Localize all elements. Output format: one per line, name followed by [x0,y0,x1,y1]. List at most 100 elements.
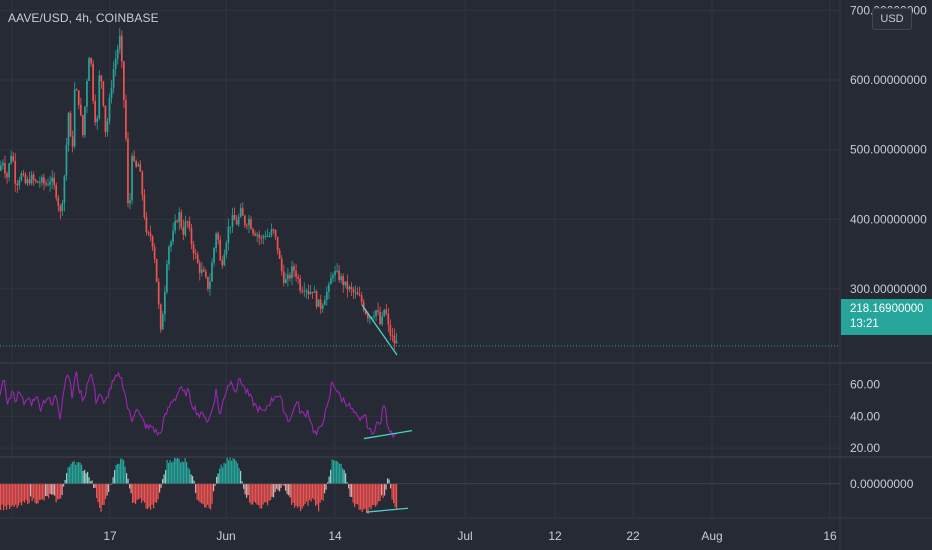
candle [334,266,336,282]
candle [258,230,260,246]
candle [287,268,289,287]
candle [147,230,150,237]
oscillator-bar [261,483,263,509]
candle [207,276,209,292]
candle-body [141,171,144,196]
oscillator-bar [102,483,104,505]
candle [260,234,263,244]
oscillator-bar [133,483,135,503]
oscillator-bar [204,483,206,508]
oscillator-bar [396,483,398,510]
y-tick-label: 600.00000000 [850,73,927,87]
candle-body [16,183,19,186]
candle-body [369,317,371,319]
candle [237,213,240,227]
candle-body [301,290,304,292]
candle-body [186,221,189,223]
oscillator-bar [121,458,123,484]
oscillator-bar [162,479,164,484]
candle [202,265,205,273]
candle [16,179,19,194]
oscillator-bar [153,483,155,509]
candle [8,162,10,182]
candle [10,150,12,165]
annotations[interactable] [361,304,413,513]
candle [145,212,148,236]
candle-body [86,80,88,107]
oscillator-bar [346,482,348,484]
oscillator-bar [210,483,212,510]
candle-body [336,270,338,272]
candle-body [14,160,17,184]
oscillator-bar [264,483,266,503]
candle [63,174,66,212]
candle [280,255,283,276]
candle-body [73,89,76,147]
candle [125,94,127,142]
candle-body [49,181,51,185]
candle [282,264,285,287]
candle [301,286,304,294]
oscillator-bar [222,467,224,484]
candle-body [61,203,64,212]
oscillator-bar [288,483,290,496]
oscillator-bar [355,483,357,505]
candle-body [289,274,291,279]
candle-body [241,208,244,216]
candle [34,178,37,184]
oscillator-bar [6,483,8,510]
oscillator-bar [250,483,252,505]
candle-body [246,225,248,227]
oscillator-bar [337,461,339,484]
candle [159,303,162,333]
candle [139,160,142,173]
oscillator-bar [381,483,383,496]
grid-lines [0,0,840,518]
oscillator-bar [253,483,255,502]
symbol-title[interactable]: AAVE/USD, 4h, COINBASE [8,11,159,25]
oscillator-bar [151,483,153,505]
oscillator-bar [247,483,249,496]
candle-body [41,177,43,183]
candle-body [137,164,140,167]
oscillator-bar [234,458,236,484]
oscillator-bar [189,469,191,484]
oscillator-bar [357,483,359,505]
oscillator-bar [37,483,39,504]
candle [246,223,248,230]
candle [205,268,207,279]
oscillator-bar [307,483,309,506]
candle-body [196,254,199,263]
oscillator-bar [76,462,78,484]
currency-label[interactable]: USD [872,8,912,30]
candle [332,272,334,283]
candle [51,169,53,190]
candle [248,214,250,234]
oscillator-bar [190,474,192,484]
candle [53,172,55,190]
oscillator-bar [370,483,372,510]
oscillator-bar [54,483,56,496]
oscillator-bar [136,483,138,500]
candle [190,223,193,249]
oscillator-bar [285,483,287,491]
candle [381,311,383,327]
candle [155,258,158,283]
candle-body [149,233,152,237]
oscillator-bar [195,483,197,493]
oscillator-bar [199,483,201,503]
candle [377,302,379,316]
oscillator-bar [193,480,195,484]
oscillator-bar [303,483,305,507]
candle [22,169,25,177]
oscillator-bar [31,483,33,502]
oscillator-bar [58,483,60,499]
oscillator-bar [49,483,51,494]
candle [12,152,14,163]
oscillator-bar [13,483,15,508]
oscillator-bar [354,483,356,507]
oscillator-bar [28,483,30,504]
candle [82,114,84,138]
